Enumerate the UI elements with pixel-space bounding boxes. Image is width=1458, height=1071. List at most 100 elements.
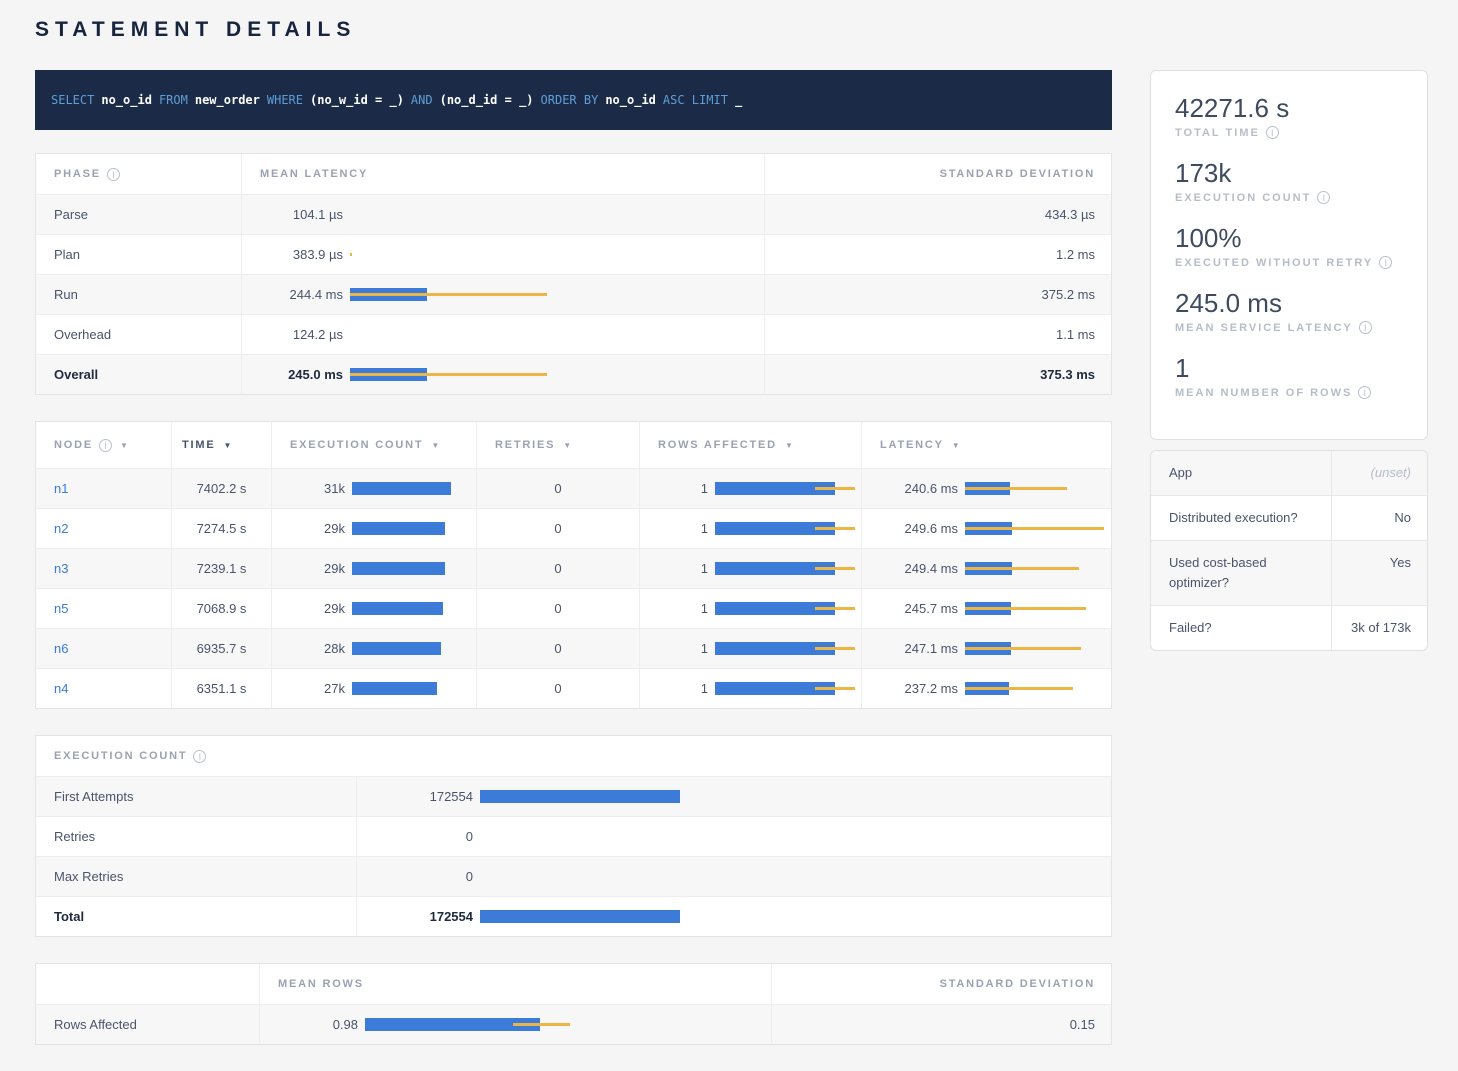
sql-statement-box: SELECT no_o_id FROM new_order WHERE (no_… [35,70,1112,130]
node-link[interactable]: n2 [54,521,69,536]
mean-latency-column-header: Mean Latency [260,168,369,180]
phase-label: Run [54,287,78,302]
node-row: n4 6351.1 s 27k 0 1 237.2 ms [36,668,1111,708]
node-exec-count: 29k [324,561,345,576]
rows-affected-bar [715,522,855,535]
rows-affected-column-header[interactable]: Rows Affected ▼ [658,439,795,451]
table-row-overall: Overall 245.0 ms 375.3 ms [36,354,1111,394]
latency-bar [965,602,1099,615]
node-rows-affected: 1 [700,521,708,536]
info-icon[interactable]: i [1358,321,1372,334]
latency-bar [965,642,1099,655]
latency-bar [965,562,1099,575]
rows-affected-bar [715,642,855,655]
latency-column-header[interactable]: Latency ▼ [880,439,962,451]
standard-deviation-column-header: Standard Deviation [939,168,1095,180]
std-dev-value: 375.3 ms [764,355,1113,394]
node-rows-affected: 1 [700,681,708,696]
node-row: n3 7239.1 s 29k 0 1 249.4 ms [36,548,1111,588]
node-time: 7068.9 s [171,589,271,628]
table-row-total: Total 172554 [36,896,1111,936]
execution-count-column-header[interactable]: Execution Count ▼ [290,439,442,451]
mean-rows-column-header: Mean Rows [278,978,364,990]
std-dev-value: 434.3 µs [764,195,1113,234]
phase-label: Parse [54,207,88,222]
exec-row-value: 172554 [429,909,473,924]
node-rows-affected: 1 [700,601,708,616]
node-exec-count: 29k [324,601,345,616]
node-latency: 240.6 ms [904,481,958,496]
exec-row-label: Max Retries [54,869,124,884]
node-time: 6351.1 s [171,669,271,708]
mean-latency-value: 124.2 µs [292,327,343,342]
sort-arrow-icon: ▼ [563,440,573,450]
phase-label: Plan [54,247,81,262]
node-link[interactable]: n3 [54,561,69,576]
sort-arrow-icon: ▼ [431,440,442,450]
stat-execution-count: 173k Execution Count i [1175,158,1403,204]
node-row: n6 6935.7 s 28k 0 1 247.1 ms [36,628,1111,668]
info-icon[interactable]: i [193,749,207,763]
node-rows-affected: 1 [700,561,708,576]
node-link[interactable]: n4 [54,681,69,696]
exec-row-label: Retries [54,829,96,844]
phase-label: Overall [54,367,99,382]
node-rows-affected: 1 [700,481,708,496]
exec-count-bar [480,870,671,883]
exec-count-bar [480,790,680,803]
table-row: Retries 0 [36,816,1111,856]
sql-token: (no_w_id = _) [310,93,404,107]
node-retries: 0 [476,629,639,668]
exec-count-bar [352,682,462,695]
exec-count-bar [352,482,462,495]
table-row: First Attempts 172554 [36,776,1111,816]
sql-token: new_order [194,93,260,107]
info-icon[interactable]: i [106,167,120,181]
info-icon[interactable]: i [1265,126,1279,139]
std-dev-value: 0.15 [771,1005,1113,1044]
node-exec-count: 31k [324,481,345,496]
empty-header-cell [36,964,259,1004]
latency-bar [350,288,750,301]
table-row: Overhead 124.2 µs 1.1 ms [36,314,1111,354]
exec-count-bar [352,642,462,655]
node-retries: 0 [476,549,639,588]
node-latency: 245.7 ms [904,601,958,616]
phase-column-header: Phase i [54,167,120,181]
node-link[interactable]: n5 [54,601,69,616]
attribute-row-app: App (unset) [1151,451,1427,495]
sql-token: SELECT [51,93,95,107]
sql-token: ASC LIMIT [662,93,728,107]
node-rows-affected: 1 [700,641,708,656]
node-time: 7239.1 s [171,549,271,588]
info-icon[interactable]: i [1358,386,1372,399]
info-icon[interactable]: i [1317,191,1331,204]
node-exec-count: 29k [324,521,345,536]
execution-count-header: Execution Count i [54,749,207,763]
sql-token: _ [734,93,743,107]
info-icon[interactable]: i [98,438,112,452]
exec-row-value: 0 [465,869,473,884]
rows-affected-label: Rows Affected [54,1017,137,1032]
table-row: Run 244.4 ms 375.2 ms [36,274,1111,314]
node-retries: 0 [476,509,639,548]
node-link[interactable]: n6 [54,641,69,656]
exec-count-bar [480,830,671,843]
mean-latency-value: 245.0 ms [288,367,343,382]
latency-bar [965,482,1099,495]
exec-count-bar [352,562,462,575]
time-column-header[interactable]: Time ▼ [182,439,234,451]
node-link[interactable]: n1 [54,481,69,496]
node-latency: 249.6 ms [904,521,958,536]
sql-token: ORDER BY [540,93,599,107]
info-icon[interactable]: i [1379,256,1393,269]
node-retries: 0 [476,589,639,628]
rows-affected-bar [715,562,855,575]
latency-bar [350,248,750,261]
exec-count-bar [352,522,462,535]
node-time: 7274.5 s [171,509,271,548]
node-column-header[interactable]: Node i ▼ [54,438,130,452]
node-exec-count: 28k [324,641,345,656]
retries-column-header[interactable]: Retries ▼ [495,439,573,451]
